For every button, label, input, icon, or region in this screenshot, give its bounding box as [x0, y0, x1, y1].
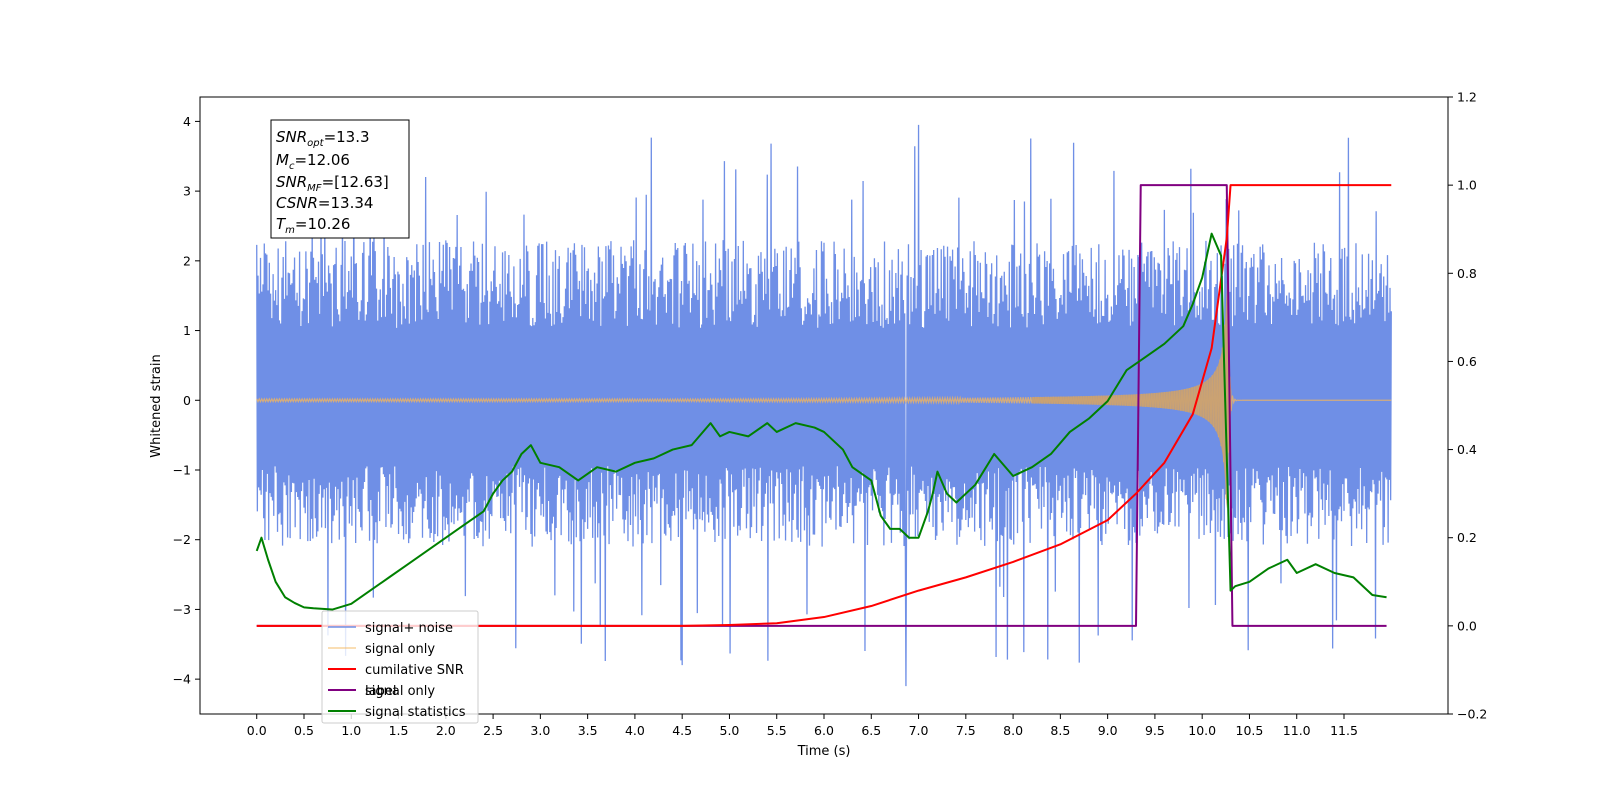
cumulative-snr-line: [256, 184, 1392, 627]
legend: signal only signal+ noise signal only cumil…: [321, 610, 479, 724]
legend-label: cumilative SNR: [365, 663, 464, 678]
annotation-snr-mf: SNRMF=[12.63]: [276, 173, 389, 194]
series-signal-noise: [256, 124, 1392, 687]
signal-statistics-line: [255, 232, 1387, 611]
x-tick-label: 11.5: [1330, 723, 1358, 738]
x-tick-label: 8.0: [1003, 723, 1023, 738]
series-signal-statistics: [255, 232, 1387, 611]
x-tick-label: 0.0: [247, 723, 267, 738]
annotation-merger-time: Tm=10.26: [276, 215, 350, 236]
y-tick-label: 3: [183, 184, 191, 199]
y-axis-right: 1.2 1.0 0.8 0.6 0.4 0.2 0.0 −0.2: [1448, 90, 1487, 722]
y-tick-label: −4: [173, 672, 191, 687]
x-axis-label: Time (s): [797, 744, 851, 759]
y-tick-label: 1: [183, 323, 191, 338]
x-tick-label: 11.0: [1283, 723, 1311, 738]
y2-tick-label: −0.2: [1457, 707, 1487, 722]
noise-line: [256, 124, 1392, 687]
legend-frame: [321, 610, 479, 724]
x-tick-label: 10.5: [1236, 723, 1264, 738]
x-tick-label: 9.0: [1098, 723, 1118, 738]
x-tick-label: 4.5: [672, 723, 692, 738]
y-tick-label: 2: [183, 253, 191, 268]
annotation-chirp-mass: Mc=12.06: [276, 151, 350, 172]
annotation-box: SNRopt=13.3 Mc=12.06 SNRMF=[12.63] CSNR=…: [270, 119, 410, 239]
x-tick-label: 8.5: [1050, 723, 1070, 738]
legend-hidden-label: signal only: [365, 684, 435, 699]
x-tick-label: 2.0: [436, 723, 456, 738]
x-tick-label: 3.0: [530, 723, 550, 738]
x-axis: 0.0 0.5 1.0 1.5 2.0 2.5 3.0 3.5 4.0 4.5 5.0 5.5 6.0 6…: [247, 714, 1358, 738]
legend-label: signal statistics: [365, 705, 466, 720]
x-tick-label: 7.0: [909, 723, 929, 738]
y-axis-label: Whitened strain: [149, 354, 164, 457]
x-tick-label: 0.5: [294, 723, 314, 738]
legend-label: label: [365, 684, 396, 699]
y-tick-label: −3: [173, 602, 191, 617]
x-tick-label: 4.0: [625, 723, 645, 738]
annotation-snr-opt: SNRopt=13.3: [276, 128, 370, 149]
y-tick-label: 4: [183, 114, 191, 129]
x-tick-label: 9.5: [1145, 723, 1165, 738]
y-tick-label: 0: [183, 393, 191, 408]
y-tick-label: −2: [173, 532, 191, 547]
y-tick-label: −1: [173, 462, 191, 477]
y2-tick-label: 0.0: [1457, 618, 1477, 633]
x-tick-label: 2.5: [483, 723, 503, 738]
x-tick-label: 10.0: [1188, 723, 1216, 738]
signal-envelope: [1032, 291, 1232, 509]
series-label: [256, 184, 1387, 627]
plot-area: [255, 124, 1392, 687]
y2-tick-label: 1.0: [1457, 178, 1477, 193]
series-cumulative-snr: [256, 184, 1392, 627]
x-tick-label: 5.5: [767, 723, 787, 738]
x-tick-label: 1.0: [341, 723, 361, 738]
x-tick-label: 1.5: [389, 723, 409, 738]
x-tick-label: 6.5: [861, 723, 881, 738]
y2-tick-label: 1.2: [1457, 90, 1477, 105]
x-tick-label: 7.5: [956, 723, 976, 738]
x-tick-label: 5.0: [720, 723, 740, 738]
annotation-csnr: CSNR=13.34: [276, 194, 373, 212]
legend-label: signal+ noise: [365, 621, 453, 636]
x-tick-label: 6.0: [814, 723, 834, 738]
legend-label: signal only: [365, 642, 435, 657]
y2-tick-label: 0.8: [1457, 266, 1477, 281]
x-tick-label: 3.5: [578, 723, 598, 738]
y2-tick-label: 0.2: [1457, 530, 1477, 545]
label-line: [256, 184, 1387, 627]
y2-tick-label: 0.4: [1457, 442, 1477, 457]
y-axis-left: 4 3 2 1 0 −1 −2 −3 −4: [173, 114, 200, 687]
y2-tick-label: 0.6: [1457, 354, 1477, 369]
